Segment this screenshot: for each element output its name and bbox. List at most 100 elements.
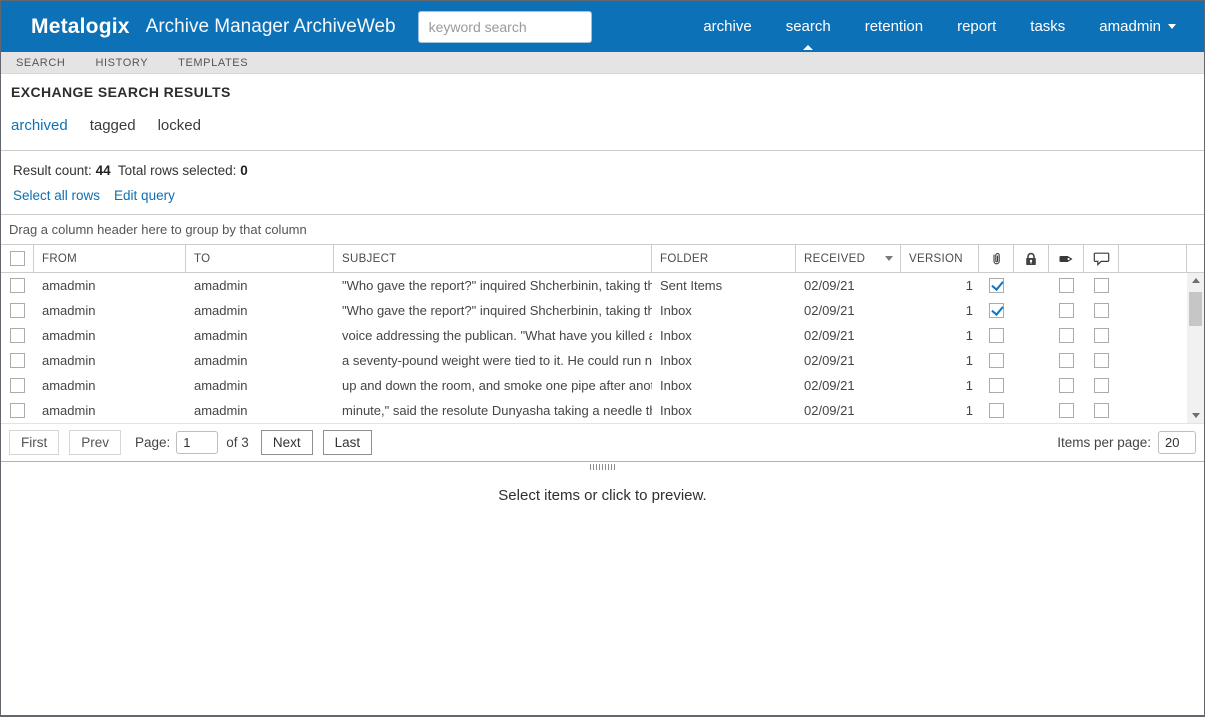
edit-query-link[interactable]: Edit query bbox=[114, 188, 175, 203]
cell-to: amadmin bbox=[194, 403, 248, 418]
lock-icon bbox=[1026, 252, 1036, 265]
table-row[interactable]: amadmin amadmin voice addressing the pub… bbox=[1, 323, 1187, 348]
row-select-checkbox[interactable] bbox=[10, 278, 25, 293]
subnav-item-history[interactable]: HISTORY bbox=[95, 56, 149, 69]
received-header-label: RECEIVED bbox=[804, 252, 866, 265]
column-header-comment[interactable] bbox=[1084, 245, 1119, 272]
row-select-checkbox[interactable] bbox=[10, 353, 25, 368]
tag-checkbox[interactable] bbox=[1059, 328, 1074, 343]
comment-checkbox[interactable] bbox=[1094, 403, 1109, 418]
cell-folder: Inbox bbox=[660, 303, 692, 318]
column-header-folder[interactable]: FOLDER bbox=[652, 245, 796, 272]
attachment-checkbox[interactable] bbox=[989, 278, 1004, 293]
tag-checkbox[interactable] bbox=[1059, 378, 1074, 393]
cell-folder: Inbox bbox=[660, 353, 692, 368]
table-row[interactable]: amadmin amadmin a seventy-pound weight w… bbox=[1, 348, 1187, 373]
comment-checkbox[interactable] bbox=[1094, 278, 1109, 293]
cell-received: 02/09/21 bbox=[804, 278, 855, 293]
comment-checkbox[interactable] bbox=[1094, 303, 1109, 318]
vertical-scrollbar[interactable] bbox=[1187, 273, 1204, 423]
items-per-page: Items per page: bbox=[1057, 431, 1196, 454]
attachment-checkbox[interactable] bbox=[989, 403, 1004, 418]
table-row[interactable]: amadmin amadmin minute," said the resolu… bbox=[1, 398, 1187, 423]
brand-area: Metalogix Archive Manager ArchiveWeb bbox=[1, 1, 592, 52]
column-header-tag[interactable] bbox=[1049, 245, 1084, 272]
subnav-item-search[interactable]: SEARCH bbox=[16, 56, 66, 69]
cell-version: 1 bbox=[965, 328, 973, 343]
cell-subject: a seventy-pound weight were tied to it. … bbox=[342, 353, 652, 368]
cell-subject: up and down the room, and smoke one pipe… bbox=[342, 378, 652, 393]
attachment-checkbox[interactable] bbox=[989, 353, 1004, 368]
tab-locked[interactable]: locked bbox=[157, 117, 201, 134]
table-row[interactable]: amadmin amadmin "Who gave the report?" i… bbox=[1, 298, 1187, 323]
cell-folder: Inbox bbox=[660, 403, 692, 418]
select-all-checkbox[interactable] bbox=[9, 251, 25, 266]
tab-archived[interactable]: archived bbox=[11, 117, 68, 134]
chevron-down-icon bbox=[1168, 24, 1176, 29]
select-all-rows-link[interactable]: Select all rows bbox=[13, 188, 101, 203]
paperclip-icon bbox=[992, 252, 1000, 264]
nav-item-report[interactable]: report bbox=[957, 18, 997, 35]
column-header-version[interactable]: VERSION bbox=[901, 245, 979, 272]
cell-received: 02/09/21 bbox=[804, 353, 855, 368]
last-page-button[interactable]: Last bbox=[322, 430, 373, 455]
cell-from: amadmin bbox=[42, 403, 96, 418]
attachment-checkbox[interactable] bbox=[989, 303, 1004, 318]
tag-checkbox[interactable] bbox=[1059, 278, 1074, 293]
items-per-page-label: Items per page: bbox=[1057, 435, 1151, 450]
comment-checkbox[interactable] bbox=[1094, 353, 1109, 368]
next-page-button[interactable]: Next bbox=[260, 430, 313, 455]
user-menu[interactable]: amadmin bbox=[1099, 1, 1176, 52]
nav-item-retention[interactable]: retention bbox=[864, 18, 924, 35]
tag-checkbox[interactable] bbox=[1059, 403, 1074, 418]
summary-links: Select all rows Edit query bbox=[13, 188, 1204, 203]
column-header-subject[interactable]: SUBJECT bbox=[334, 245, 652, 272]
sub-navigation: SEARCH HISTORY TEMPLATES bbox=[1, 52, 1204, 74]
tag-checkbox[interactable] bbox=[1059, 353, 1074, 368]
row-select-checkbox[interactable] bbox=[10, 403, 25, 418]
tab-tagged[interactable]: tagged bbox=[89, 117, 136, 134]
splitter-grip-handle[interactable] bbox=[589, 464, 616, 470]
grid-body: amadmin amadmin "Who gave the report?" i… bbox=[1, 273, 1204, 423]
subnav-item-templates[interactable]: TEMPLATES bbox=[178, 56, 249, 69]
prev-page-button[interactable]: Prev bbox=[69, 430, 122, 455]
cell-to: amadmin bbox=[194, 328, 248, 343]
scroll-up-icon[interactable] bbox=[1187, 273, 1204, 288]
cell-to: amadmin bbox=[194, 353, 248, 368]
column-header-from[interactable]: FROM bbox=[34, 245, 186, 272]
scrollbar-thumb[interactable] bbox=[1189, 292, 1202, 326]
attachment-checkbox[interactable] bbox=[989, 328, 1004, 343]
column-header-received[interactable]: RECEIVED bbox=[796, 245, 901, 272]
comment-checkbox[interactable] bbox=[1094, 378, 1109, 393]
page-of-label: of 3 bbox=[226, 435, 249, 450]
preview-placeholder-message: Select items or click to preview. bbox=[498, 487, 707, 504]
nav-item-tasks[interactable]: tasks bbox=[1030, 18, 1066, 35]
app-title: Archive Manager ArchiveWeb bbox=[145, 15, 396, 37]
table-row[interactable]: amadmin amadmin up and down the room, an… bbox=[1, 373, 1187, 398]
scroll-down-icon[interactable] bbox=[1187, 408, 1204, 423]
row-select-checkbox[interactable] bbox=[10, 328, 25, 343]
column-header-to[interactable]: TO bbox=[186, 245, 334, 272]
cell-received: 02/09/21 bbox=[804, 403, 855, 418]
items-per-page-input[interactable] bbox=[1158, 431, 1196, 454]
row-select-checkbox[interactable] bbox=[10, 303, 25, 318]
keyword-search-input[interactable] bbox=[417, 10, 592, 43]
nav-item-archive[interactable]: archive bbox=[703, 18, 752, 35]
cell-to: amadmin bbox=[194, 378, 248, 393]
row-select-checkbox[interactable] bbox=[10, 378, 25, 393]
comment-checkbox[interactable] bbox=[1094, 328, 1109, 343]
table-row[interactable]: amadmin amadmin "Who gave the report?" i… bbox=[1, 273, 1187, 298]
column-header-lock[interactable] bbox=[1014, 245, 1049, 272]
attachment-checkbox[interactable] bbox=[989, 378, 1004, 393]
page-label: Page: bbox=[135, 435, 171, 450]
cell-subject: voice addressing the publican. "What hav… bbox=[342, 328, 652, 343]
nav-item-search[interactable]: search bbox=[786, 1, 831, 52]
first-page-button[interactable]: First bbox=[9, 430, 60, 455]
tag-checkbox[interactable] bbox=[1059, 303, 1074, 318]
grid-header: FROM TO SUBJECT FOLDER RECEIVED VERSION bbox=[1, 245, 1204, 273]
comment-bubble-icon bbox=[1093, 252, 1109, 266]
page-number-input[interactable] bbox=[176, 431, 219, 454]
column-header-attachment[interactable] bbox=[979, 245, 1014, 272]
cell-subject: "Who gave the report?" inquired Shcherbi… bbox=[342, 278, 652, 293]
grid-rows: amadmin amadmin "Who gave the report?" i… bbox=[1, 273, 1187, 423]
